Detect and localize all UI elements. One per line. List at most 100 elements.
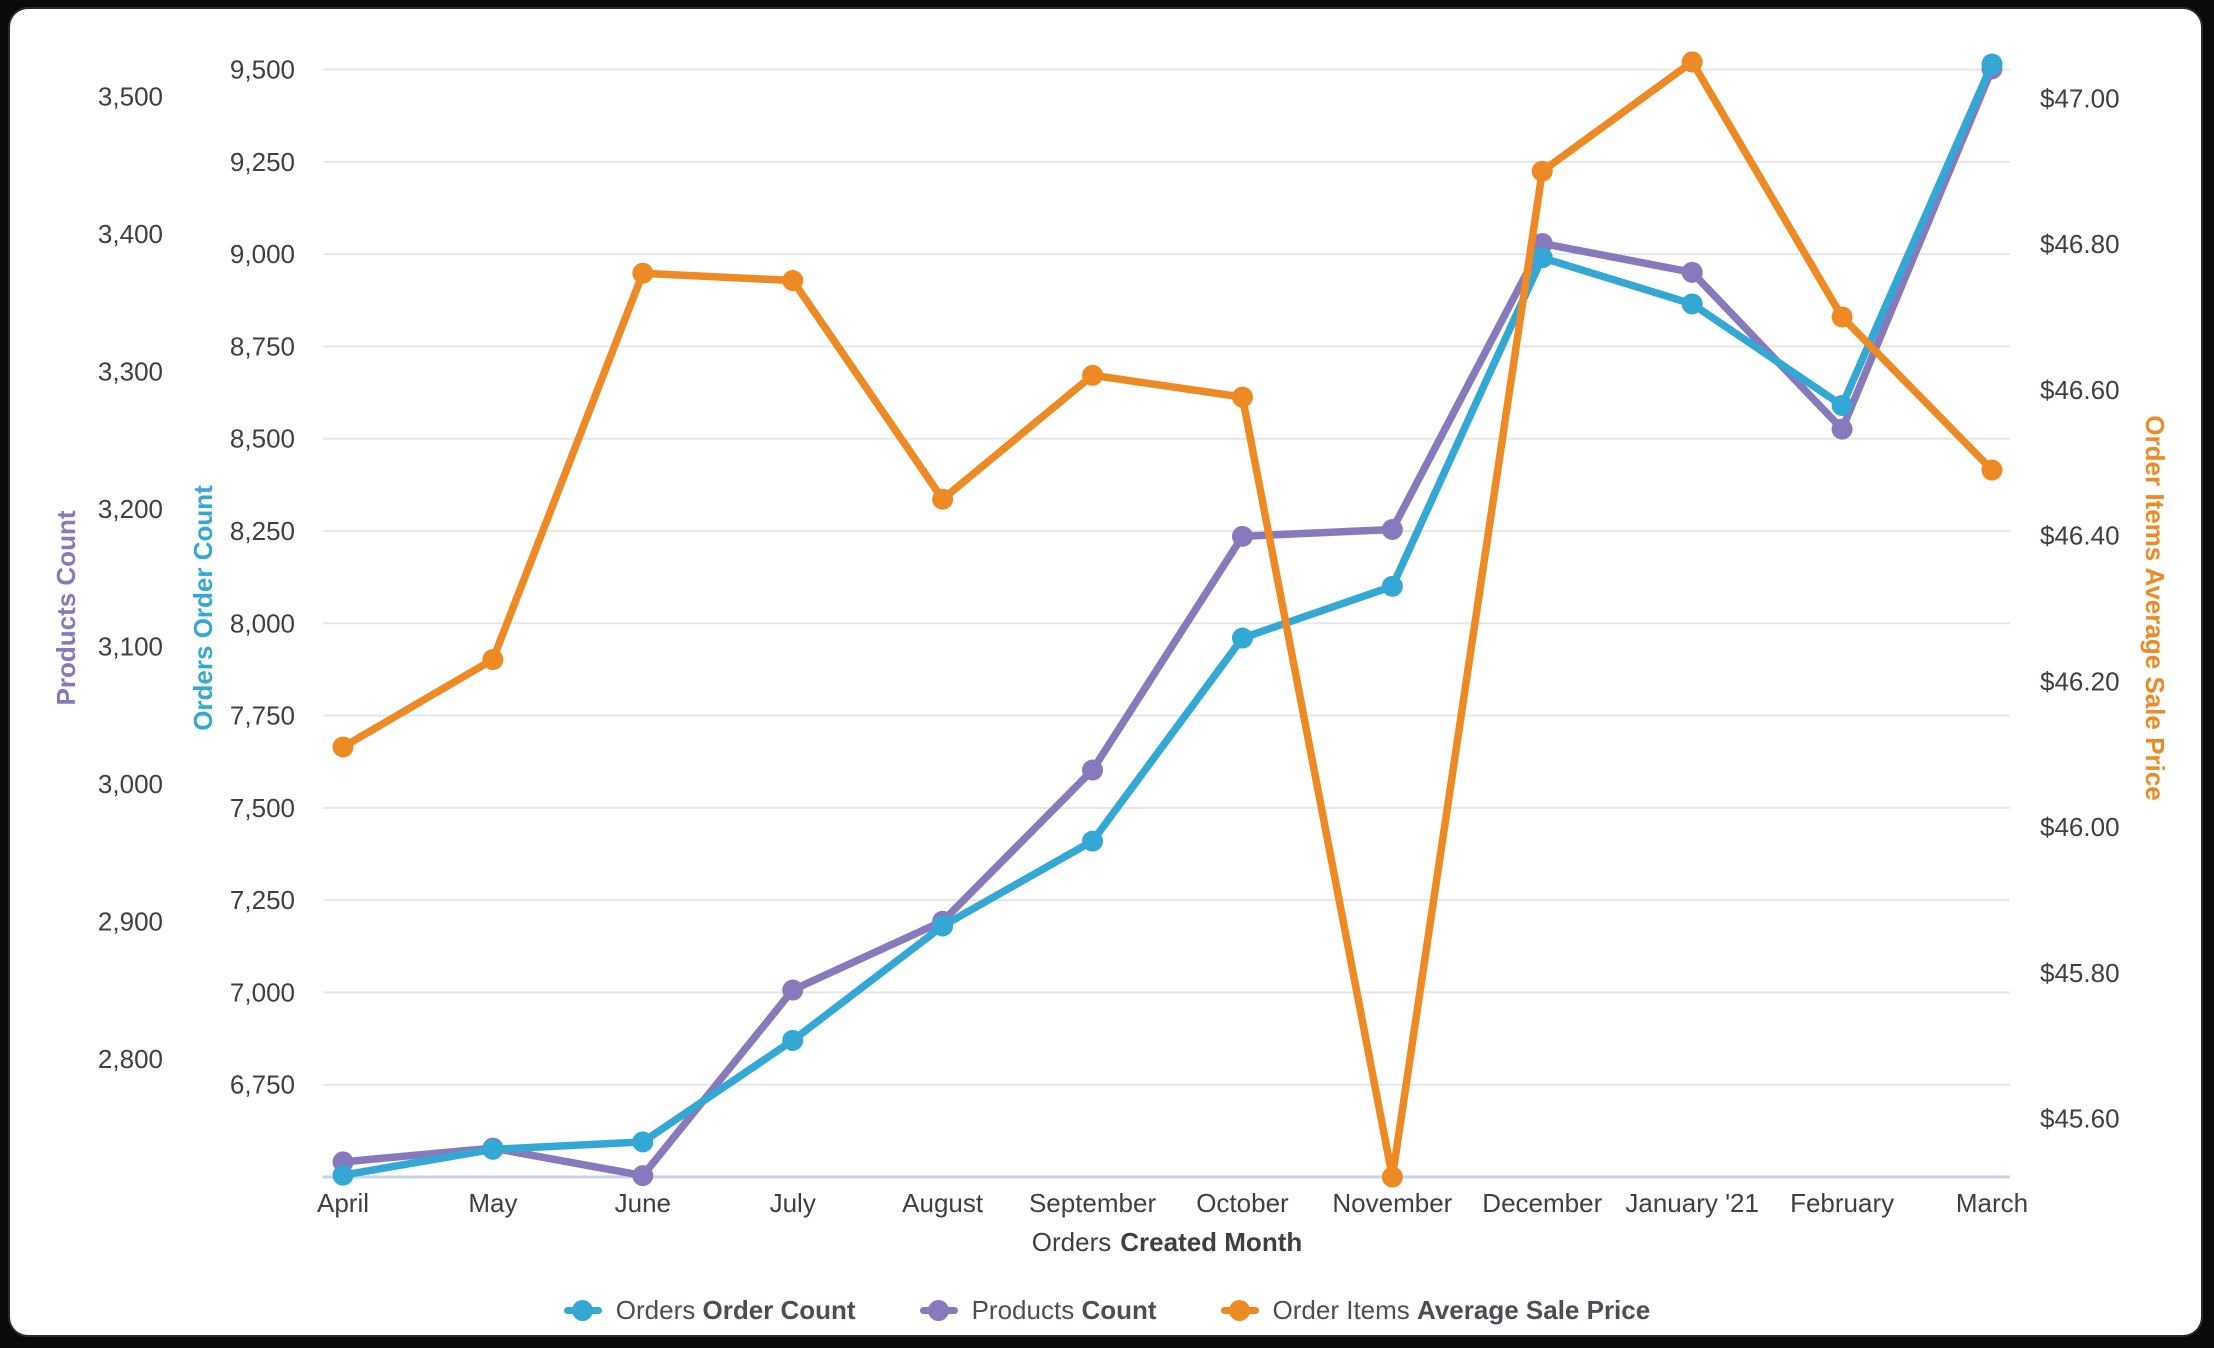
data-point-orders-july[interactable]: [782, 1029, 804, 1051]
data-point-price-may[interactable]: [482, 649, 504, 671]
tick-label-orders: 8,500: [230, 424, 295, 454]
x-axis-label: July: [770, 1188, 816, 1218]
tick-label-products: 3,000: [98, 769, 163, 799]
data-point-price-october[interactable]: [1231, 386, 1253, 408]
legend-marker-orders-icon: [563, 1299, 602, 1321]
x-axis-label: November: [1332, 1188, 1452, 1218]
tick-label-price: $45.60: [2040, 1104, 2120, 1134]
gridlines: [323, 68, 2010, 1179]
axis-tick-labels: 2,800 2,900 3,000 3,100 3,200 3,300 3,400 3,500…: [98, 55, 2120, 1134]
tick-label-price: $46.00: [2040, 812, 2120, 842]
tick-label-orders: 9,000: [230, 239, 295, 269]
x-axis-title-bold: Created Month: [1120, 1227, 1302, 1257]
x-axis-label: April: [317, 1188, 369, 1218]
legend-item-average-sale-price[interactable]: Order Items Average Sale Price: [1220, 1295, 1651, 1326]
data-point-price-december[interactable]: [1531, 160, 1553, 182]
data-point-orders-april[interactable]: [332, 1164, 354, 1186]
x-axis-label: December: [1482, 1188, 1602, 1218]
x-axis-title: Orders Created Month: [1032, 1227, 1302, 1257]
series-layer: [332, 51, 2003, 1188]
tick-label-orders: 9,250: [230, 147, 295, 177]
data-point-price-march[interactable]: [1981, 459, 2003, 481]
tick-label-orders: 7,000: [230, 977, 295, 1007]
legend-marker-products-icon: [919, 1299, 958, 1321]
x-axis-label: January '21: [1625, 1188, 1759, 1218]
data-point-orders-october[interactable]: [1231, 627, 1253, 649]
legend-label-prefix: Order Items: [1272, 1294, 1410, 1325]
data-point-products-july[interactable]: [782, 979, 804, 1001]
data-point-orders-june[interactable]: [632, 1131, 654, 1153]
legend-label-prefix: Orders: [615, 1294, 696, 1325]
tick-label-orders: 9,500: [230, 55, 295, 85]
tick-label-price: $46.80: [2040, 229, 2120, 259]
legend-label-bold: Count: [1081, 1294, 1157, 1325]
tick-label-products: 3,300: [98, 356, 163, 386]
legend-item-products-count[interactable]: Products Count: [919, 1295, 1157, 1326]
legend-label: Products Count: [972, 1295, 1157, 1326]
legend: Orders Order Count Products Count Order …: [0, 1292, 2214, 1328]
data-point-products-june[interactable]: [632, 1165, 654, 1187]
y-axis-title-orders: Orders Order Count: [188, 485, 218, 731]
data-point-price-june[interactable]: [632, 262, 654, 284]
x-axis-label: October: [1196, 1188, 1289, 1218]
data-point-orders-august[interactable]: [932, 915, 954, 937]
data-point-products-january-21[interactable]: [1681, 261, 1703, 283]
x-axis-label: September: [1029, 1188, 1157, 1218]
data-point-price-november[interactable]: [1381, 1166, 1403, 1188]
data-point-orders-february[interactable]: [1831, 394, 1853, 416]
data-point-price-january-21[interactable]: [1681, 51, 1703, 73]
tick-label-products: 2,900: [98, 906, 163, 936]
x-axis-labels: April May June July August September October No…: [317, 1188, 2028, 1218]
legend-label: Order Items Average Sale Price: [1273, 1295, 1651, 1326]
tick-label-price: $47.00: [2040, 83, 2120, 113]
legend-label: Orders Order Count: [616, 1295, 856, 1326]
data-point-products-november[interactable]: [1381, 518, 1403, 540]
tick-label-orders: 8,000: [230, 608, 295, 638]
data-point-price-april[interactable]: [332, 736, 354, 758]
tick-label-price: $46.40: [2040, 521, 2120, 551]
tick-label-orders: 8,750: [230, 331, 295, 361]
tick-label-orders: 6,750: [230, 1070, 295, 1100]
tick-label-products: 3,500: [98, 81, 163, 111]
x-axis-title-prefix: Orders: [1032, 1227, 1111, 1257]
data-point-products-september[interactable]: [1082, 759, 1104, 781]
y-axis-title-products: Products Count: [51, 510, 81, 705]
tick-label-products: 2,800: [98, 1044, 163, 1074]
tick-label-products: 3,100: [98, 631, 163, 661]
tick-label-orders: 7,750: [230, 701, 295, 731]
legend-item-orders-order-count[interactable]: Orders Order Count: [563, 1295, 856, 1326]
data-point-orders-november[interactable]: [1381, 575, 1403, 597]
data-point-price-february[interactable]: [1831, 306, 1853, 328]
tick-label-orders: 7,250: [230, 885, 295, 915]
data-point-price-september[interactable]: [1082, 364, 1104, 386]
tick-label-orders: 8,250: [230, 516, 295, 546]
x-axis-label: May: [468, 1188, 517, 1218]
data-point-orders-september[interactable]: [1082, 830, 1104, 852]
tick-label-price: $46.60: [2040, 375, 2120, 405]
legend-marker-price-icon: [1220, 1299, 1259, 1321]
tick-label-products: 3,400: [98, 219, 163, 249]
series-line-price: [339, 58, 1996, 1181]
data-point-orders-march[interactable]: [1981, 53, 2003, 75]
tick-label-price: $46.20: [2040, 666, 2120, 696]
data-point-products-october[interactable]: [1231, 525, 1253, 547]
x-axis-label: March: [1956, 1188, 2028, 1218]
data-point-price-august[interactable]: [932, 488, 954, 510]
series-line-products: [339, 65, 1996, 1180]
data-point-orders-may[interactable]: [482, 1138, 504, 1160]
tick-label-price: $45.80: [2040, 958, 2120, 988]
tick-label-orders: 7,500: [230, 793, 295, 823]
data-point-orders-january-21[interactable]: [1681, 293, 1703, 315]
legend-label-prefix: Products: [971, 1294, 1075, 1325]
data-point-orders-december[interactable]: [1531, 247, 1553, 269]
legend-label-bold: Order Count: [702, 1294, 856, 1325]
data-point-price-july[interactable]: [782, 270, 804, 292]
tick-label-products: 3,200: [98, 494, 163, 524]
chart-card: [10, 9, 2201, 1335]
data-point-products-february[interactable]: [1831, 418, 1853, 440]
x-axis-label: August: [902, 1188, 984, 1218]
y-axis-title-price: Order Items Average Sale Price: [2140, 415, 2170, 800]
x-axis-label: February: [1790, 1188, 1894, 1218]
